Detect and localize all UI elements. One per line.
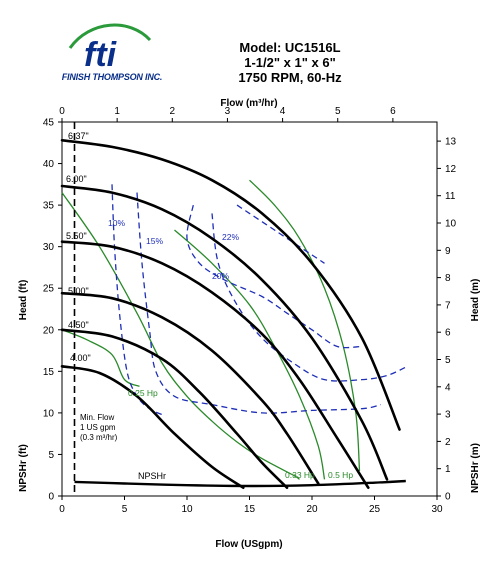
npshr-line — [74, 479, 406, 488]
y2-tick-label: 2 — [445, 437, 451, 448]
power-curve — [249, 179, 361, 472]
y2-tick-label: 5 — [445, 355, 451, 366]
hp-label-025: 0.25 Hp — [128, 388, 158, 398]
x-axis-top: 0 1 2 3 4 5 6 — [59, 106, 396, 122]
efficiency-curve — [186, 204, 363, 349]
eff-label-22: 22% — [222, 232, 239, 242]
eff-label-20: 20% — [212, 271, 229, 281]
plot-frame — [61, 121, 438, 497]
npshr-label: NPSHr — [138, 471, 166, 481]
x-axis-title: Flow (USgpm) — [215, 539, 282, 550]
y-tick-label: 40 — [43, 159, 55, 170]
x2-tick-label: 2 — [170, 106, 176, 117]
y2-tick-label: 4 — [445, 382, 451, 393]
y2-tick-label: 12 — [445, 164, 457, 175]
x-tick-label: 30 — [431, 504, 443, 515]
impeller-label-550: 5.50" — [66, 231, 87, 241]
y-tick-label: 10 — [43, 408, 55, 419]
impeller-label-450: 4.50" — [68, 320, 89, 330]
y2-tick-label: 10 — [445, 219, 457, 230]
company-name: FINISH THOMPSON INC. — [61, 72, 163, 82]
y2-tick-label: 6 — [445, 328, 451, 339]
efficiency-curve — [136, 192, 381, 414]
impeller-curve — [60, 291, 320, 485]
impeller-curve — [60, 328, 289, 489]
model-speed: 1750 RPM, 60-Hz — [238, 70, 342, 85]
logo-swoosh-icon — [68, 23, 152, 49]
min-flow-value: 1 US gpm — [80, 423, 116, 432]
impeller-label-400: 4.00" — [70, 353, 91, 363]
power-curve — [61, 192, 300, 480]
impeller-curve — [60, 240, 370, 489]
x2-tick-label: 1 — [114, 106, 120, 117]
y-tick-label: 45 — [43, 118, 55, 129]
y-axis-title-lower: NPSHr (ft) — [18, 444, 29, 492]
model-title: Model: UC1516L — [239, 40, 341, 55]
y2-tick-label: 9 — [445, 246, 451, 257]
logo-text: fti — [84, 36, 118, 74]
y-tick-label: 30 — [43, 242, 55, 253]
y-tick-label: 20 — [43, 325, 55, 336]
y-tick-label: 15 — [43, 367, 55, 378]
y-axis-left: 0 5 10 15 20 25 30 35 40 45 — [43, 118, 62, 503]
y-tick-label: 0 — [48, 492, 54, 503]
y2-tick-label: 3 — [445, 410, 451, 421]
x-tick-label: 15 — [244, 504, 256, 515]
efficiency-curve — [236, 204, 325, 264]
x2-tick-label: 6 — [390, 106, 396, 117]
y2-tick-label: 11 — [445, 191, 456, 202]
x2-tick-label: 0 — [59, 106, 65, 117]
min-flow-label: Min. Flow — [80, 413, 114, 422]
x-tick-label: 20 — [306, 504, 318, 515]
y2-axis-title: Head (m) — [470, 279, 481, 322]
x-axis-bottom: 0 5 10 15 20 25 30 — [59, 496, 443, 515]
x-tick-label: 5 — [122, 504, 128, 515]
y-tick-label: 35 — [43, 201, 55, 212]
impeller-label-500: 5.00" — [68, 286, 89, 296]
hp-label-033: 0.33 Hp — [285, 470, 315, 480]
power-curve — [61, 329, 140, 387]
x-tick-label: 25 — [369, 504, 381, 515]
impeller-label-637: 6.37" — [68, 131, 89, 141]
x2-tick-label: 4 — [280, 106, 286, 117]
impeller-curve — [60, 184, 389, 481]
x2-tick-label: 3 — [225, 106, 231, 117]
impeller-curves — [60, 139, 401, 489]
y-tick-label: 5 — [48, 450, 54, 461]
x-tick-label: 0 — [59, 504, 65, 515]
x-tick-label: 10 — [181, 504, 193, 515]
y2-axis-title-lower: NPSHr (m) — [470, 443, 481, 493]
y-axis-title: Head (ft) — [18, 280, 29, 321]
y2-tick-label: 13 — [445, 137, 457, 148]
impeller-curve — [60, 139, 401, 431]
model-size: 1-1/2" x 1" x 6" — [244, 55, 336, 70]
fti-logo: fti — [68, 23, 152, 74]
hp-label-05: 0.5 Hp — [328, 470, 353, 480]
efficiency-curves — [111, 184, 407, 416]
y2-tick-label: 1 — [445, 464, 451, 475]
x2-axis-title: Flow (m³/hr) — [220, 98, 277, 109]
y2-tick-label: 7 — [445, 300, 451, 311]
y-tick-label: 25 — [43, 284, 55, 295]
y2-tick-label: 8 — [445, 273, 451, 284]
npshr-curve — [74, 479, 406, 488]
min-flow-metric: (0.3 m³/hr) — [80, 433, 118, 442]
eff-label-15: 15% — [146, 236, 163, 246]
impeller-curve — [60, 365, 245, 489]
efficiency-curve — [211, 213, 407, 382]
impeller-label-600: 6.00" — [66, 174, 87, 184]
y2-tick-label: 0 — [445, 492, 451, 503]
eff-label-10: 10% — [108, 218, 125, 228]
x2-tick-label: 5 — [335, 106, 341, 117]
